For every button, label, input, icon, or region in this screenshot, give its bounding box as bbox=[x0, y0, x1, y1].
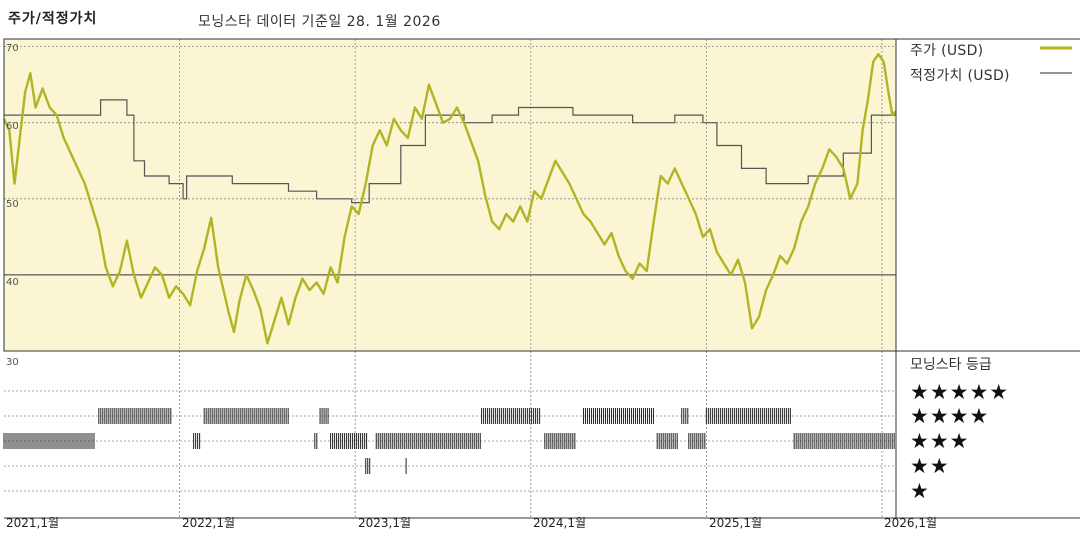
rating-level-1: ★ bbox=[910, 479, 930, 503]
rating-segment-4-star bbox=[582, 408, 654, 424]
rating-segment-3-star bbox=[793, 433, 895, 449]
rating-segment-3-star bbox=[688, 433, 706, 449]
legend-price-label: 주가 (USD) bbox=[910, 43, 984, 59]
rating-segment-2-star bbox=[365, 458, 371, 474]
y-tick-50: 50 bbox=[6, 199, 19, 210]
y-tick-60: 60 bbox=[6, 121, 19, 132]
rating-segment-3-star bbox=[3, 433, 95, 449]
x-tick-2022: 2022,1월 bbox=[182, 516, 236, 530]
x-tick-2026: 2026,1월 bbox=[884, 516, 938, 530]
rating-segment-3-star bbox=[314, 433, 318, 449]
rating-segment-3-star bbox=[544, 433, 576, 449]
price-line bbox=[2, 53, 897, 345]
rating-level-4: ★★★★ bbox=[910, 404, 990, 428]
rating-segment-4-star bbox=[203, 408, 289, 424]
rating-segment-3-star bbox=[193, 433, 201, 449]
rating-segment-3-star bbox=[330, 433, 368, 449]
rating-segment-4-star bbox=[319, 408, 329, 424]
x-tick-2021: 2021,1월 bbox=[6, 516, 60, 530]
y-tick-30: 30 bbox=[6, 357, 19, 368]
rating-level-5: ★★★★★ bbox=[910, 380, 1010, 404]
x-tick-2023: 2023,1월 bbox=[358, 516, 412, 530]
rating-segment-4-star bbox=[681, 408, 689, 424]
chart-frame bbox=[3, 38, 1080, 519]
legend-fair-label: 적정가치 (USD) bbox=[910, 68, 1010, 84]
rating-segment-3-star bbox=[656, 433, 678, 449]
rating-level-2: ★★ bbox=[910, 454, 950, 478]
fair-value-line bbox=[4, 99, 896, 204]
y-tick-40: 40 bbox=[6, 277, 19, 288]
rating-segment-3-star bbox=[375, 433, 481, 449]
chart-title: 주가/적정가치 bbox=[8, 11, 98, 27]
rating-segment-4-star bbox=[481, 408, 541, 424]
rating-level-3: ★★★ bbox=[910, 429, 970, 453]
rating-history bbox=[3, 408, 895, 474]
x-tick-2024: 2024,1월 bbox=[533, 516, 587, 530]
chart-subtitle: 모닝스타 데이터 기준일 28. 1월 2026 bbox=[198, 14, 441, 30]
rating-panel-title: 모닝스타 등급 bbox=[910, 357, 992, 373]
x-tick-2025: 2025,1월 bbox=[709, 516, 763, 530]
y-tick-70: 70 bbox=[6, 43, 19, 54]
rating-segment-4-star bbox=[98, 408, 172, 424]
rating-segment-4-star bbox=[705, 408, 791, 424]
